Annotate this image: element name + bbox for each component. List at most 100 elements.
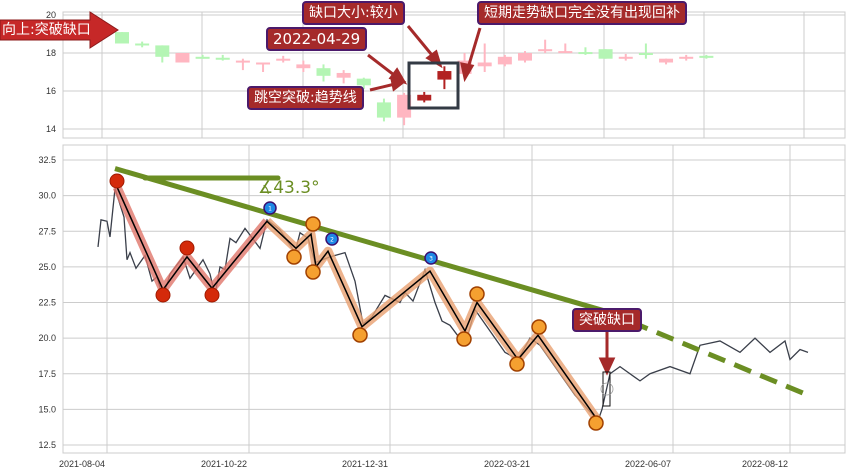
candle [417, 91, 432, 103]
y-tick-label: 27.5 [38, 226, 56, 236]
candle-body [638, 53, 653, 55]
minor-pivot-marker [531, 319, 547, 335]
trend-angle-label: ∡43.3° [258, 178, 320, 198]
candle [356, 77, 371, 90]
gap-marker-rect [602, 371, 611, 407]
candle [155, 45, 170, 63]
candle [598, 49, 613, 59]
candle-body [437, 71, 452, 80]
x-tick-label: 2021-10-22 [201, 459, 247, 469]
minor-pivot-marker [456, 331, 472, 347]
y-tick-label: 30.0 [38, 191, 56, 201]
minor-pivot-marker [588, 415, 604, 431]
candle-body [356, 78, 371, 86]
candle-body [155, 45, 170, 57]
gap-highlight-box [407, 61, 460, 110]
candle-body [598, 49, 613, 59]
bottom-panel-frame [62, 144, 846, 454]
no-fill-arrow [466, 27, 482, 69]
major-pivot-marker [109, 173, 125, 189]
candle [497, 54, 512, 67]
minor-pivot-marker [469, 286, 485, 302]
candle [679, 54, 694, 61]
candle [638, 43, 653, 59]
candle [376, 98, 391, 122]
breakout-arrow-shape [0, 11, 119, 49]
x-tick-label: 2021-12-31 [342, 459, 388, 469]
y-tick-label: 22.5 [38, 298, 56, 308]
trend-touch-marker [325, 232, 339, 246]
top-y-tick-label: 16 [46, 86, 56, 96]
candle-body [296, 64, 311, 69]
trend-touch-number: 2 [330, 237, 334, 244]
x-tick-label: 2022-08-12 [742, 459, 788, 469]
candle-body [175, 53, 190, 63]
candle [518, 51, 532, 63]
y-tick-label: 15.0 [38, 404, 56, 414]
major-pivot-marker [179, 240, 195, 256]
x-tick-label: 2021-08-04 [59, 459, 105, 469]
no-fill-arrow-head [460, 62, 475, 83]
candle [538, 39, 553, 53]
minor-pivot-marker [509, 356, 525, 372]
y-tick-label: 25.0 [38, 262, 56, 272]
candle [175, 53, 190, 63]
minor-pivot-marker [286, 249, 302, 265]
x-tick-label: 2022-06-07 [625, 459, 671, 469]
candle [659, 58, 674, 65]
top-y-tick-label: 20 [46, 10, 56, 20]
candle [578, 47, 593, 55]
major-wave-line [116, 186, 268, 292]
trend-touch-marker [263, 201, 277, 215]
candle-body [276, 58, 291, 61]
y-tick-label: 20.0 [38, 333, 56, 343]
y-tick-label: 17.5 [38, 369, 56, 379]
candle-body [235, 60, 250, 63]
trend-touch-number: 3 [429, 256, 433, 263]
candle-body [538, 49, 553, 52]
jump-arrow-head [390, 76, 407, 92]
candle-body [256, 62, 271, 65]
breakout-box-arrow-head [598, 357, 616, 376]
candle [558, 43, 573, 54]
minor-pivot-marker [305, 264, 321, 280]
candle-body [417, 94, 432, 101]
candle-body [558, 51, 573, 54]
candle-body [316, 68, 331, 76]
top-y-tick-label: 14 [46, 124, 56, 134]
x-tick-label: 2022-03-21 [484, 459, 530, 469]
candle [316, 64, 331, 82]
minor-pivot-marker [305, 216, 321, 232]
breakout-arrow-label: 向上:突破缺口 [2, 22, 91, 38]
trend-touch-number: 1 [268, 206, 272, 213]
minor-pivot-marker [352, 327, 368, 343]
candle [296, 60, 311, 72]
candle-body [518, 53, 532, 61]
trend-touch-marker [424, 251, 438, 265]
gap-size-label: 缺口大小:较小 [302, 1, 405, 25]
candle [699, 54, 714, 59]
candle [336, 70, 351, 84]
candle [115, 32, 129, 44]
candle [256, 62, 271, 72]
candle-body [497, 56, 512, 65]
candle [618, 53, 633, 61]
candle [215, 54, 230, 61]
top-panel-frame [62, 11, 846, 139]
breakout-gap-label: 突破缺口 [572, 308, 642, 332]
candle [135, 41, 150, 48]
major-pivot-marker [204, 287, 220, 303]
candle-body [115, 32, 129, 44]
candle-body [578, 52, 593, 55]
top-y-tick-label: 18 [46, 48, 56, 58]
candle-body [135, 43, 150, 46]
candle-body [336, 72, 351, 78]
jump-arrow [369, 82, 396, 92]
candle-body [477, 62, 492, 67]
major-pivot-marker [155, 287, 171, 303]
candle-body [679, 56, 694, 59]
candle [276, 55, 291, 63]
